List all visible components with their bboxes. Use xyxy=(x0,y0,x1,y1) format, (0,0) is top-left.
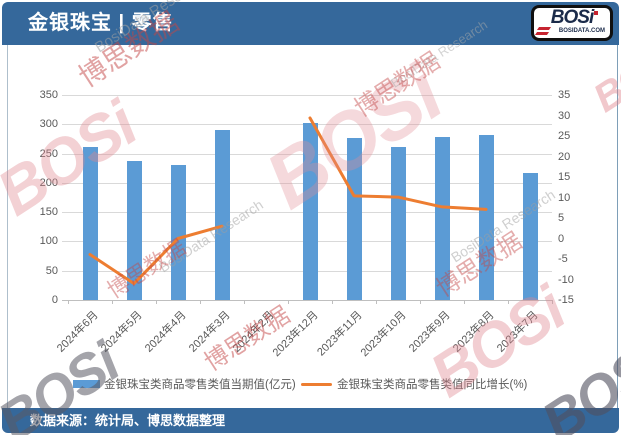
left-axis-tick-label: 150 xyxy=(39,206,58,219)
right-axis-tick-label: 5 xyxy=(558,212,565,224)
content-frame xyxy=(7,45,618,408)
right-axis-tick-label: -15 xyxy=(558,294,574,306)
left-axis-tick-label: 0 xyxy=(51,294,58,306)
axis-tick xyxy=(156,300,157,304)
bar xyxy=(82,147,98,300)
right-axis-tick-label: 10 xyxy=(558,191,571,204)
left-axis-tick-label: 50 xyxy=(45,264,58,277)
footer-bar: 数据来源：统计局、博思数据整理 xyxy=(2,408,619,433)
logo-text: BOSi xyxy=(550,7,594,28)
logo-stripe-icon xyxy=(536,27,552,30)
page-title: 金银珠宝 | 零售 xyxy=(28,12,174,34)
axis-tick xyxy=(420,300,421,304)
legend-line-swatch-icon xyxy=(301,383,332,386)
axis-tick xyxy=(68,300,69,304)
left-axis-tick-label: 350 xyxy=(39,89,58,101)
trend-line-segment xyxy=(88,224,224,286)
axis-tick xyxy=(200,300,201,304)
bar xyxy=(390,147,406,300)
left-axis-tick-label: 300 xyxy=(39,118,58,131)
gridline xyxy=(62,95,552,96)
right-axis-tick-label: 25 xyxy=(558,130,571,142)
bar xyxy=(434,137,450,300)
right-axis-tick-label: -5 xyxy=(558,253,568,265)
bar xyxy=(170,164,186,300)
legend-bar-swatch-icon xyxy=(73,380,100,388)
bar xyxy=(522,172,538,300)
logo-stripe-icon xyxy=(534,32,550,35)
axis-tick xyxy=(376,300,377,304)
legend-label-line-series: 金银珠宝类商品零售类值同比增长(%) xyxy=(337,379,528,391)
axis-tick xyxy=(464,300,465,304)
left-axis-tick-label: 250 xyxy=(39,147,58,160)
legend-label-bar-series: 金银珠宝类商品零售类值当期值(亿元) xyxy=(104,379,296,391)
right-axis-tick-label: 35 xyxy=(558,89,571,101)
left-axis-tick-label: 200 xyxy=(39,176,58,189)
trend-line-segment xyxy=(308,116,488,211)
right-axis-tick-label: 15 xyxy=(558,171,571,183)
axis-tick xyxy=(508,300,509,304)
bar xyxy=(478,135,494,300)
right-axis-tick-label: -10 xyxy=(558,273,574,286)
bar xyxy=(126,160,142,300)
axis-tick xyxy=(332,300,333,304)
axis-tick xyxy=(112,300,113,304)
right-axis-tick-label: 30 xyxy=(558,109,571,122)
axis-tick xyxy=(244,300,245,304)
bar xyxy=(346,138,362,300)
right-axis-tick-label: 20 xyxy=(558,150,571,163)
axis-tick xyxy=(288,300,289,304)
chart-legend: 金银珠宝类商品零售类值当期值(亿元) 金银珠宝类商品零售类值同比增长(%) xyxy=(0,374,621,394)
data-source-text: 数据来源：统计局、博思数据整理 xyxy=(30,413,226,428)
header-bar: 金银珠宝 | 零售 xyxy=(2,2,619,45)
left-axis-tick-label: 100 xyxy=(39,235,58,248)
bar xyxy=(302,122,318,300)
logo-dot-icon xyxy=(594,11,598,15)
x-axis-line xyxy=(62,300,552,301)
bosi-logo: BOSi BOSIDATA.COM xyxy=(531,5,613,41)
axis-tick xyxy=(552,300,553,304)
bar xyxy=(214,130,230,300)
right-axis-tick-label: 0 xyxy=(558,232,565,245)
logo-subtext: BOSIDATA.COM xyxy=(558,28,605,34)
